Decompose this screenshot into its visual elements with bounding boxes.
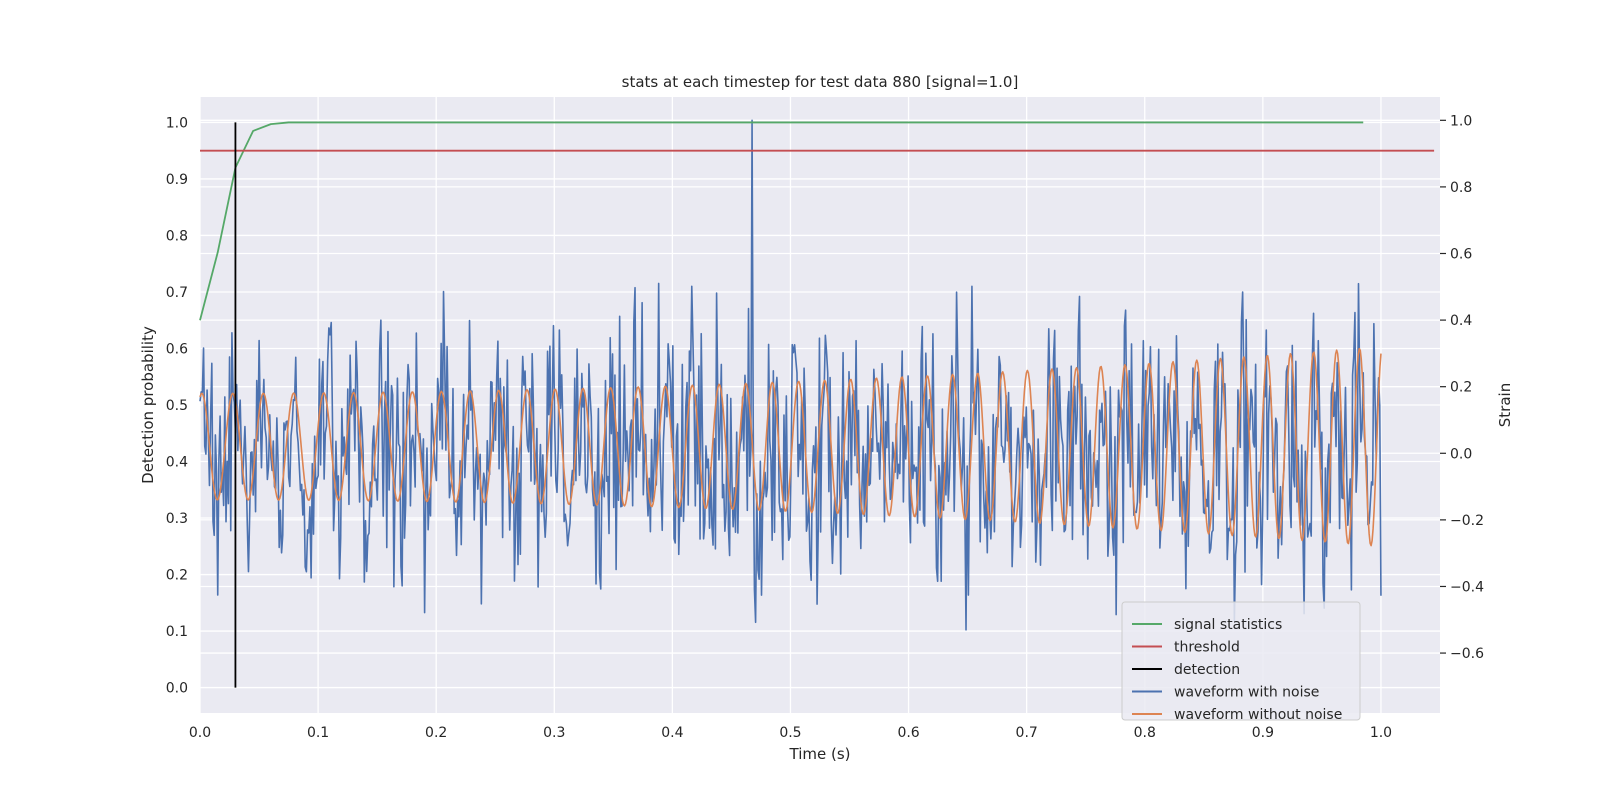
- y-tick-label-left: 0.0: [166, 681, 188, 697]
- y-tick-label-right: 0.8: [1450, 180, 1472, 196]
- y-tick-label-right: 1.0: [1450, 113, 1472, 129]
- y-tick-label-right: 0.6: [1450, 246, 1472, 262]
- legend-label: waveform with noise: [1174, 685, 1319, 701]
- y-tick-label-left: 0.4: [166, 455, 188, 471]
- y-tick-label-right: 0.4: [1450, 313, 1472, 329]
- x-tick-label: 0.2: [425, 725, 447, 741]
- y-tick-label-right: 0.2: [1450, 380, 1472, 396]
- y-axis-left-label: Detection probability: [139, 326, 157, 484]
- x-tick-label: 0.3: [543, 725, 565, 741]
- legend-label: detection: [1174, 662, 1240, 678]
- legend-label: waveform without noise: [1174, 707, 1342, 723]
- legend-label: signal statistics: [1174, 617, 1282, 633]
- x-tick-label: 0.1: [307, 725, 329, 741]
- y-tick-label-left: 0.1: [166, 624, 188, 640]
- series-line-waveform-with-noise: [199, 119, 1382, 631]
- chart-title: stats at each timestep for test data 880…: [622, 73, 1019, 91]
- x-tick-label: 0.8: [1134, 725, 1156, 741]
- y-tick-label-left: 0.8: [166, 228, 188, 244]
- x-tick-label: 0.4: [661, 725, 683, 741]
- y-tick-label-left: 0.3: [166, 511, 188, 527]
- y-tick-label-left: 0.6: [166, 341, 188, 357]
- y-axis-left-ticks: 0.0 0.1 0.2 0.3 0.4 0.5 0.6 0.7 0.8 0.9 1.0: [166, 115, 188, 696]
- series-layer: [199, 119, 1435, 688]
- y-tick-label-right: −0.4: [1450, 579, 1484, 595]
- y-tick-label-left: 0.9: [166, 172, 188, 188]
- legend-label: threshold: [1174, 640, 1240, 656]
- y-axis-right-ticks: −0.6 −0.4 −0.2 0.0 0.2 0.4 0.6 0.8 1.0: [1440, 113, 1484, 662]
- y-tick-label-right: −0.2: [1450, 513, 1484, 529]
- series-line-signal-statistics: [199, 121, 1364, 321]
- y-tick-label-left: 1.0: [166, 115, 188, 131]
- x-tick-label: 0.6: [897, 725, 919, 741]
- legend: signal statistics threshold detection wavef…: [1121, 601, 1361, 723]
- y-tick-label-left: 0.5: [166, 398, 188, 414]
- x-tick-label: 0.7: [1016, 725, 1038, 741]
- legend-box: [1121, 601, 1361, 721]
- x-tick-label: 0.5: [779, 725, 801, 741]
- y-tick-label-left: 0.2: [166, 568, 188, 584]
- x-axis-ticks: 0.0 0.1 0.2 0.3 0.4 0.5 0.6 0.7 0.8 0.9 1.0: [189, 725, 1392, 741]
- y-tick-label-left: 0.7: [166, 285, 188, 301]
- x-tick-label: 1.0: [1370, 725, 1392, 741]
- x-tick-label: 0.0: [189, 725, 211, 741]
- y-tick-label-right: 0.0: [1450, 446, 1472, 462]
- y-tick-label-right: −0.6: [1450, 646, 1484, 662]
- x-tick-label: 0.9: [1252, 725, 1274, 741]
- y-axis-right-label: Strain: [1496, 383, 1514, 427]
- series-line-waveform-without-noise: [199, 347, 1382, 547]
- x-axis-label: Time (s): [789, 745, 851, 763]
